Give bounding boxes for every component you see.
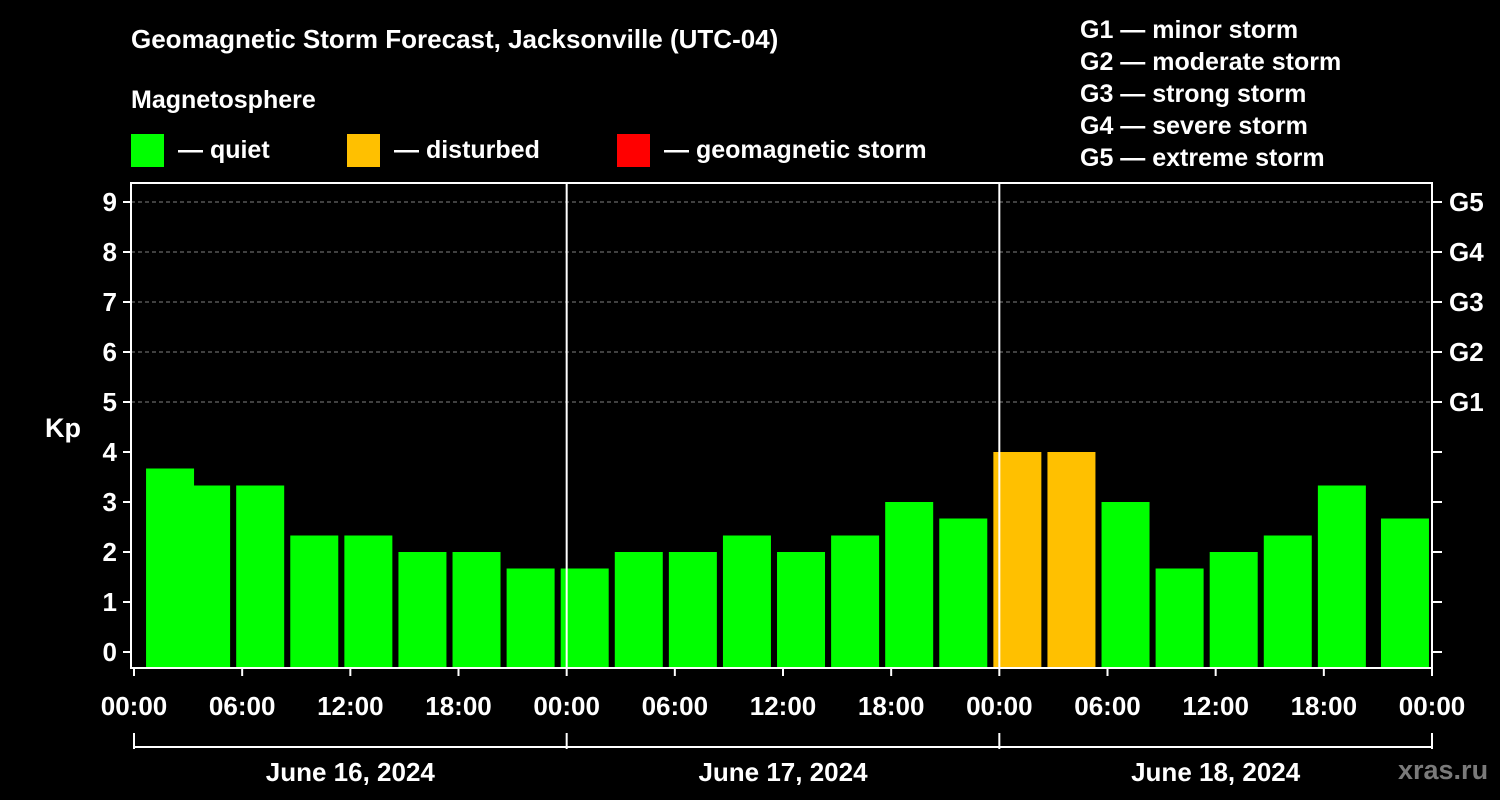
kp-bar <box>236 485 285 668</box>
y-tick-label: 6 <box>103 337 117 367</box>
kp-bar <box>777 552 826 668</box>
x-tick-label: 00:00 <box>101 691 168 721</box>
chart-title: Geomagnetic Storm Forecast, Jacksonville… <box>131 24 779 54</box>
y-axis-label: Kp <box>45 413 81 443</box>
kp-bar <box>290 535 339 668</box>
x-tick-label: 06:00 <box>642 691 709 721</box>
disturbed-swatch <box>347 133 380 167</box>
x-tick-label: 06:00 <box>209 691 276 721</box>
g-level-label: G1 <box>1449 387 1484 417</box>
y-tick-label: 7 <box>103 287 117 317</box>
kp-bar <box>1380 518 1429 668</box>
y-tick-label: 0 <box>103 637 117 667</box>
plot-frame <box>130 182 1433 669</box>
y-tick-label: 5 <box>103 387 117 417</box>
g-scale-item: G3 — strong storm <box>1080 80 1307 108</box>
kp-bar <box>452 552 501 668</box>
kp-bar <box>831 535 880 668</box>
g-level-label: G4 <box>1449 237 1484 267</box>
x-tick-label: 00:00 <box>966 691 1033 721</box>
x-tick-label: 00:00 <box>533 691 600 721</box>
g-level-label: G2 <box>1449 337 1484 367</box>
x-tick-label: 18:00 <box>858 691 925 721</box>
kp-bar <box>506 568 555 668</box>
day-label: June 17, 2024 <box>698 757 868 787</box>
watermark: xras.ru <box>1398 755 1489 785</box>
g-scale-legend: G1 — minor storm G2 — moderate storm G3 … <box>1080 14 1341 174</box>
y-tick-label: 9 <box>103 187 117 217</box>
y-tick-label: 8 <box>103 237 117 267</box>
day-label: June 16, 2024 <box>266 757 436 787</box>
legend-storm: — geomagnetic storm <box>617 133 927 167</box>
legend-storm-label: — geomagnetic storm <box>664 135 927 164</box>
legend-quiet: — quiet <box>131 133 270 167</box>
x-tick-label: 12:00 <box>317 691 384 721</box>
g-scale-item: G4 — severe storm <box>1080 112 1308 140</box>
legend-disturbed: — disturbed <box>347 133 540 167</box>
kp-bar <box>668 552 717 668</box>
kp-bar <box>182 485 231 668</box>
kp-bar <box>1155 568 1204 668</box>
kp-bar <box>614 552 663 668</box>
kp-bar <box>560 568 609 668</box>
x-tick-label: 12:00 <box>750 691 817 721</box>
g-scale-item: G5 — extreme storm <box>1080 144 1325 172</box>
y-tick-label: 1 <box>103 587 117 617</box>
x-tick-label: 00:00 <box>1399 691 1466 721</box>
kp-bar <box>885 502 934 668</box>
kp-bar <box>398 552 447 668</box>
kp-bar <box>993 452 1042 668</box>
kp-bar <box>1317 485 1366 668</box>
g-level-label: G3 <box>1449 287 1484 317</box>
g-level-label: G5 <box>1449 187 1484 217</box>
quiet-swatch <box>131 133 164 167</box>
kp-bar <box>939 518 988 668</box>
x-tick-label: 18:00 <box>425 691 492 721</box>
kp-bar <box>1263 535 1312 668</box>
kp-bar <box>1047 452 1096 668</box>
legend-title: Magnetosphere <box>131 86 316 114</box>
y-tick-label: 4 <box>103 437 118 467</box>
day-label: June 18, 2024 <box>1131 757 1301 787</box>
x-tick-label: 06:00 <box>1074 691 1141 721</box>
kp-bar <box>1101 502 1150 668</box>
legend-quiet-label: — quiet <box>178 135 270 164</box>
y-tick-label: 2 <box>103 537 117 567</box>
y-tick-label: 3 <box>103 487 117 517</box>
g-scale-item: G1 — minor storm <box>1080 16 1299 44</box>
storm-swatch <box>617 133 650 167</box>
kp-bar <box>344 535 393 668</box>
x-tick-label: 12:00 <box>1182 691 1249 721</box>
kp-bar <box>722 535 771 668</box>
x-tick-label: 18:00 <box>1291 691 1358 721</box>
legend-disturbed-label: — disturbed <box>394 135 540 164</box>
kp-bar <box>1209 552 1258 668</box>
g-scale-item: G2 — moderate storm <box>1080 48 1342 76</box>
